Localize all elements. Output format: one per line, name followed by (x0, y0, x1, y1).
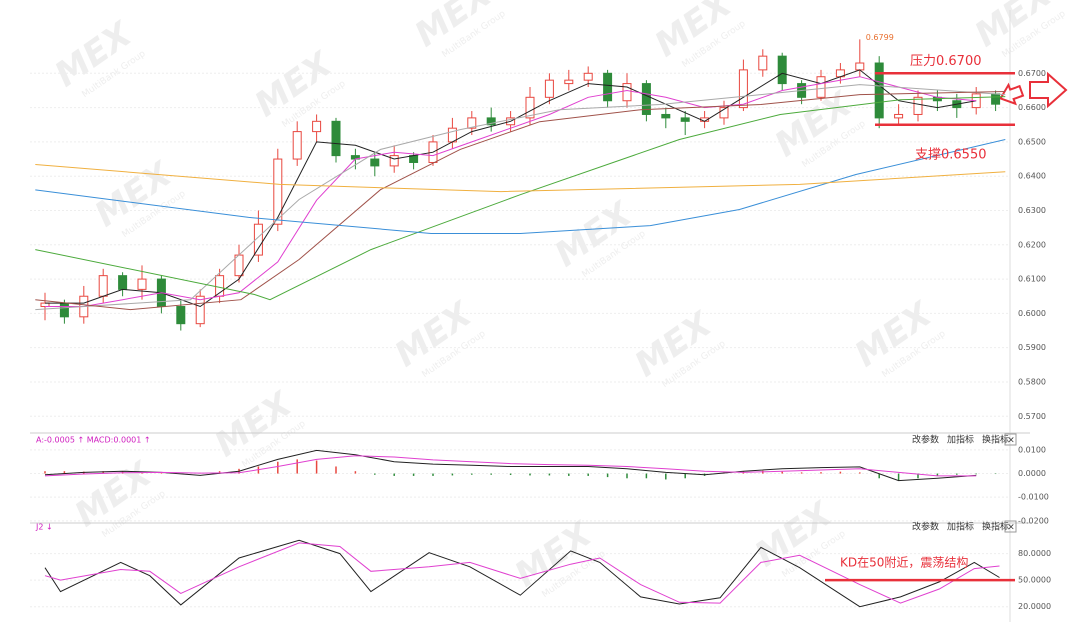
y-tick-label: 0.5700 (1018, 412, 1046, 421)
close-box (1004, 520, 1017, 533)
y-tick-label: 0.5800 (1018, 377, 1046, 386)
level-label: KD在50附近，震荡结构 (840, 555, 968, 570)
candle-body (370, 158, 380, 167)
candle-body (622, 83, 632, 102)
toolbar-button[interactable]: 换指标 (982, 434, 1009, 446)
candle-body (59, 302, 69, 318)
candle-body (486, 117, 496, 126)
toolbar-button[interactable]: × (1007, 523, 1015, 533)
y-tick-label: -0.0200 (1018, 516, 1049, 525)
y-tick-label: 0.6200 (1018, 240, 1046, 249)
candle-body (118, 275, 128, 290)
y-tick-label: 0.5900 (1018, 343, 1046, 352)
candle-body (641, 83, 651, 115)
candle-body (913, 96, 923, 115)
toolbar-button[interactable]: 改参数 (912, 521, 939, 533)
candle-body (855, 62, 865, 71)
y-tick-label: 0.6700 (1018, 69, 1046, 78)
line-series (35, 139, 1006, 234)
candle-body (758, 55, 768, 71)
candle-body (738, 69, 748, 109)
y-tick-label: 0.6500 (1018, 137, 1046, 146)
toolbar-button[interactable]: × (1007, 436, 1015, 446)
candle-body (292, 131, 302, 160)
y-tick-label: 0.0100 (1018, 445, 1046, 454)
candle-body (137, 278, 147, 290)
candle-body (603, 72, 613, 102)
arrow-icon (1029, 71, 1068, 109)
candle-body (991, 93, 1001, 105)
line-series (44, 542, 1000, 604)
y-tick-label: 20.0000 (1018, 602, 1051, 611)
candle-body (525, 96, 535, 119)
candle-body (176, 306, 186, 325)
candle-body (447, 127, 457, 143)
y-tick-label: 0.6400 (1018, 172, 1046, 181)
candle-body (583, 72, 593, 81)
candle-body (894, 113, 904, 119)
candle-body (253, 223, 263, 256)
y-tick-label: 0.0000 (1018, 469, 1046, 478)
line-series (45, 76, 977, 307)
candle-body (273, 158, 283, 225)
toolbar-button[interactable]: 加指标 (947, 521, 974, 533)
close-box (1004, 433, 1017, 446)
toolbar-button[interactable]: 改参数 (912, 434, 939, 446)
line-series (35, 84, 1006, 311)
panel-header: A:-0.0005 ↑ MACD:0.0001 ↑ (36, 436, 151, 445)
candle-body (661, 113, 671, 119)
y-tick-label: -0.0100 (1018, 493, 1049, 502)
line-series (35, 164, 1006, 193)
line-series (44, 539, 1000, 608)
candle-body (331, 120, 341, 157)
line-series (35, 96, 1006, 301)
arrow-icon (999, 82, 1025, 106)
candle-body (816, 76, 826, 98)
candle-body (389, 155, 399, 167)
candle-body (874, 62, 884, 119)
level-label: 支撑0.6550 (915, 147, 987, 162)
candle-body (777, 55, 787, 85)
candle-body (98, 275, 108, 297)
panel-header: J2 ↓ (35, 523, 53, 532)
candle-body (312, 120, 322, 133)
y-tick-label: 50.0000 (1018, 576, 1051, 585)
candle-body (564, 79, 574, 85)
candle-body (195, 295, 205, 325)
y-tick-label: 0.6000 (1018, 309, 1046, 318)
toolbar-button[interactable]: 换指标 (982, 521, 1009, 533)
level-label: 压力0.6700 (910, 54, 982, 69)
candle-body (409, 155, 419, 163)
candle-body (719, 107, 729, 119)
line-series (35, 91, 1006, 311)
line-series (44, 455, 977, 477)
candle-body (680, 117, 690, 122)
high-label: 0.6799 (866, 33, 894, 42)
y-tick-label: 80.0000 (1018, 549, 1051, 558)
candle-body (467, 117, 477, 129)
y-tick-label: 0.6600 (1018, 103, 1046, 112)
y-tick-label: 0.6300 (1018, 206, 1046, 215)
y-tick-label: 0.6100 (1018, 275, 1046, 284)
toolbar-button[interactable]: 加指标 (947, 434, 974, 446)
candle-body (544, 79, 554, 98)
line-series (44, 449, 977, 482)
